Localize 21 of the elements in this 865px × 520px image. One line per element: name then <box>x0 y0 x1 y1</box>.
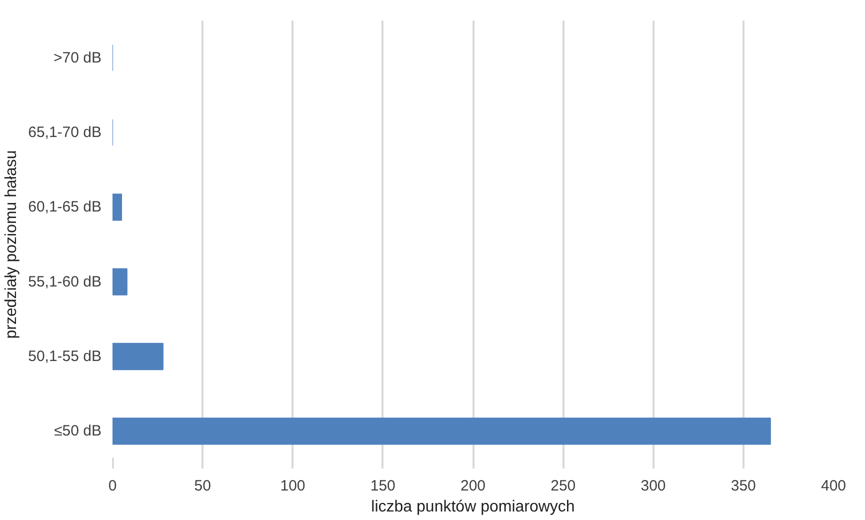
y-tick-label: 60,1-65 dB <box>28 198 102 216</box>
y-tick-label: 65,1-70 dB <box>28 124 102 141</box>
bar <box>112 194 122 221</box>
x-tick-label: 250 <box>550 478 576 494</box>
x-tick-label: 300 <box>640 478 666 494</box>
x-tick-label: 400 <box>820 478 846 494</box>
bar <box>112 418 771 445</box>
x-axis-title: liczba punktów pomiarowych <box>371 498 575 516</box>
x-tick-label: 350 <box>730 478 756 494</box>
y-tick-label: 50,1-55 dB <box>28 348 102 365</box>
y-tick-label: 55,1-60 dB <box>28 273 102 290</box>
x-tick-label: 200 <box>460 478 486 494</box>
y-axis-title: przedziały poziomu hałasu <box>3 150 20 339</box>
x-tick-label: 100 <box>280 478 306 494</box>
bar <box>112 268 128 296</box>
y-tick-label: ≤50 dB <box>54 422 102 440</box>
x-tick-label: 50 <box>194 478 211 494</box>
x-tick-label: 0 <box>108 478 117 494</box>
x-tick-label: 150 <box>370 478 396 494</box>
bar <box>112 342 164 370</box>
y-tick-label: >70 dB <box>54 49 102 66</box>
